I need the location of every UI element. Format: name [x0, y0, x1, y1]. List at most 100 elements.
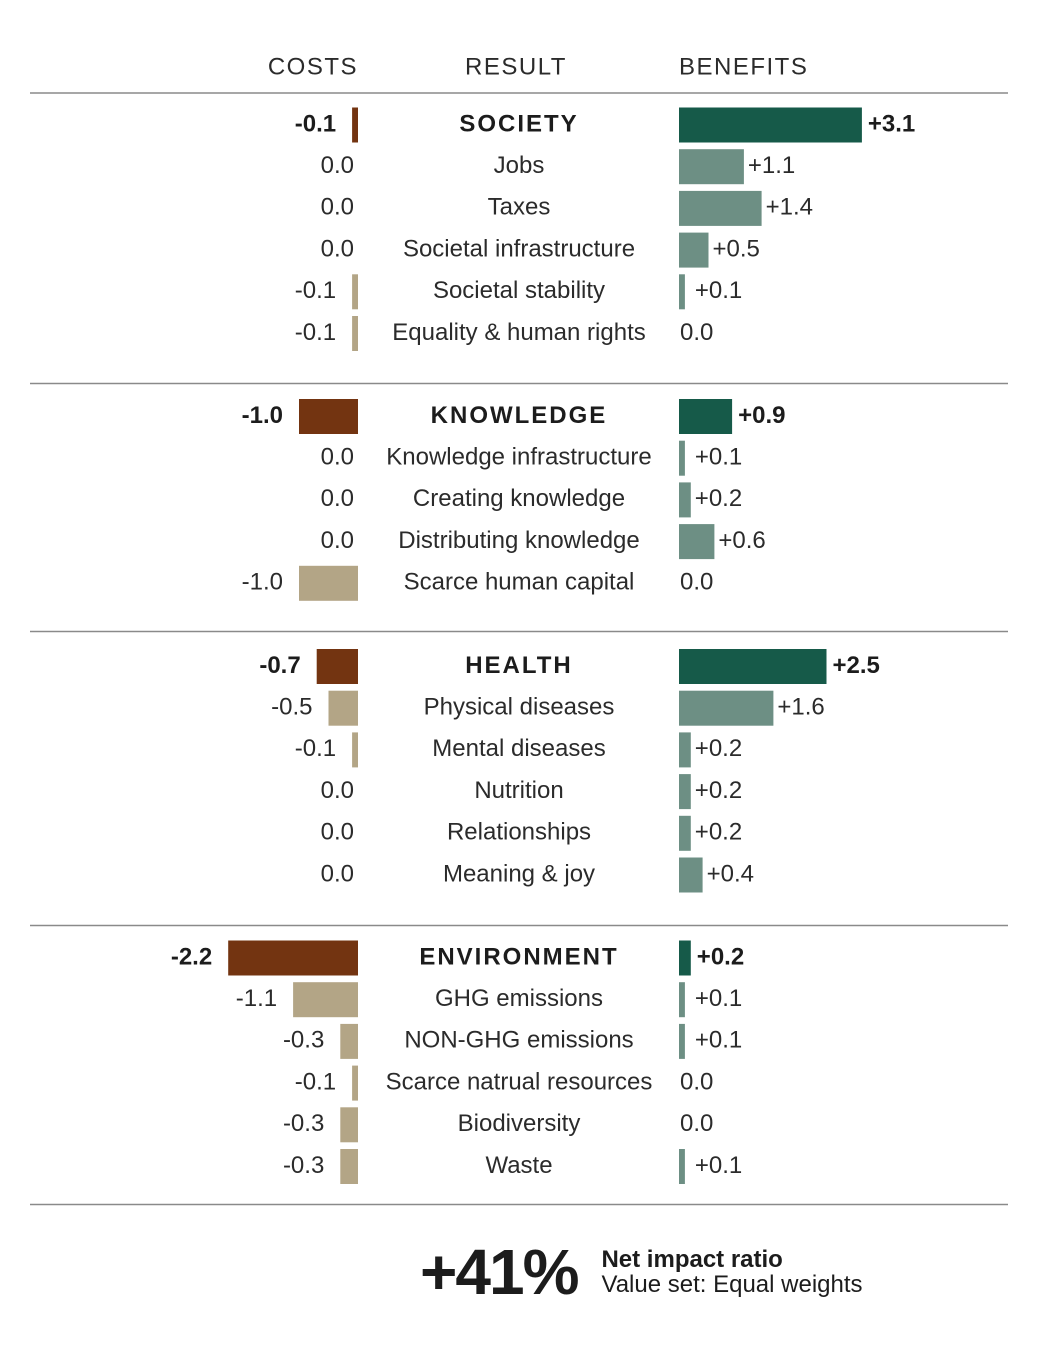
item-non-ghg-emissions-benefit-value: +0.1 — [695, 1027, 742, 1054]
item-knowledge-infrastructure-cost-value: 0.0 — [321, 444, 354, 471]
item-equality-human-rights-label: Equality & human rights — [392, 319, 645, 346]
item-jobs-label: Jobs — [494, 152, 545, 179]
item-physical-diseases-label: Physical diseases — [424, 694, 615, 721]
item-societal-infrastructure-benefit-value: +0.5 — [713, 235, 760, 262]
item-waste-benefit-value: +0.1 — [695, 1152, 742, 1179]
net-impact-summary: +41% Net impact ratio Value set: Equal w… — [420, 1240, 863, 1304]
category-health-cost-bar — [316, 649, 358, 684]
item-societal-stability-benefit-bar — [679, 274, 685, 310]
category-health-benefit-bar — [679, 649, 827, 684]
item-distributing-knowledge-label: Distributing knowledge — [398, 527, 639, 554]
category-health-label: HEALTH — [465, 652, 573, 679]
item-meaning-joy-benefit-bar — [679, 857, 703, 893]
category-knowledge-benefit-bar — [679, 399, 733, 434]
item-societal-stability-benefit-value: +0.1 — [695, 277, 742, 304]
category-knowledge-cost-value: -1.0 — [242, 402, 283, 429]
item-societal-infrastructure-benefit-bar — [679, 232, 709, 268]
header-costs: COSTS — [268, 53, 358, 80]
item-equality-human-rights-cost-value: -0.1 — [295, 319, 336, 346]
item-knowledge-infrastructure-benefit-bar — [679, 440, 685, 476]
item-meaning-joy-label: Meaning & joy — [443, 860, 595, 887]
item-waste-cost-bar — [340, 1149, 358, 1184]
category-environment-cost-bar — [228, 940, 358, 976]
category-society-label: SOCIETY — [459, 110, 578, 137]
item-knowledge-infrastructure-benefit-value: +0.1 — [695, 444, 742, 471]
item-scarce-human-capital-label: Scarce human capital — [404, 569, 635, 596]
item-creating-knowledge-label: Creating knowledge — [413, 485, 625, 512]
category-society-cost-value: -0.1 — [295, 110, 336, 137]
item-creating-knowledge-cost-value: 0.0 — [321, 485, 354, 512]
item-knowledge-infrastructure-label: Knowledge infrastructure — [386, 444, 651, 471]
item-creating-knowledge-benefit-bar — [679, 482, 691, 518]
item-ghg-emissions-label: GHG emissions — [435, 985, 603, 1012]
item-scarce-natrual-resources-cost-value: -0.1 — [295, 1068, 336, 1095]
item-biodiversity-cost-bar — [340, 1107, 358, 1143]
item-jobs-benefit-value: +1.1 — [748, 152, 795, 179]
category-environment-benefit-bar — [679, 940, 691, 976]
category-society-benefit-value: +3.1 — [868, 110, 915, 137]
item-biodiversity-benefit-value: 0.0 — [680, 1110, 713, 1137]
item-ghg-emissions-benefit-value: +0.1 — [695, 985, 742, 1012]
item-equality-human-rights-cost-bar — [352, 316, 358, 351]
header-result: RESULT — [465, 53, 567, 80]
item-nutrition-label: Nutrition — [474, 777, 563, 804]
item-distributing-knowledge-cost-value: 0.0 — [321, 527, 354, 554]
item-scarce-human-capital-cost-value: -1.0 — [242, 569, 283, 596]
category-environment-benefit-value: +0.2 — [697, 943, 744, 970]
net-impact-ratio-value: +41% — [420, 1236, 579, 1308]
category-society-cost-bar — [352, 107, 358, 143]
category-environment-cost-value: -2.2 — [171, 943, 212, 970]
item-relationships-benefit-bar — [679, 815, 691, 851]
item-taxes-label: Taxes — [488, 194, 551, 221]
item-non-ghg-emissions-cost-bar — [340, 1023, 358, 1059]
item-nutrition-benefit-value: +0.2 — [695, 777, 742, 804]
item-meaning-joy-cost-value: 0.0 — [321, 860, 354, 887]
item-mental-diseases-label: Mental diseases — [432, 735, 605, 762]
item-distributing-knowledge-benefit-value: +0.6 — [718, 527, 765, 554]
header-benefits: BENEFITS — [679, 53, 808, 80]
item-societal-stability-cost-value: -0.1 — [295, 277, 336, 304]
item-taxes-cost-value: 0.0 — [321, 194, 354, 221]
item-waste-cost-value: -0.3 — [283, 1152, 324, 1179]
item-societal-infrastructure-cost-value: 0.0 — [321, 235, 354, 262]
category-health-cost-value: -0.7 — [259, 652, 300, 679]
item-mental-diseases-cost-value: -0.1 — [295, 735, 336, 762]
category-knowledge-label: KNOWLEDGE — [431, 402, 608, 429]
item-waste-benefit-bar — [679, 1149, 685, 1184]
item-waste-label: Waste — [485, 1152, 552, 1179]
item-mental-diseases-benefit-bar — [679, 732, 691, 768]
item-ghg-emissions-benefit-bar — [679, 982, 685, 1018]
net-impact-caption: Net impact ratio Value set: Equal weight… — [601, 1247, 863, 1298]
item-physical-diseases-benefit-bar — [679, 690, 774, 726]
category-health-benefit-value: +2.5 — [833, 652, 880, 679]
item-physical-diseases-benefit-value: +1.6 — [777, 694, 824, 721]
item-physical-diseases-cost-value: -0.5 — [271, 694, 312, 721]
category-knowledge-benefit-value: +0.9 — [738, 402, 785, 429]
item-societal-stability-label: Societal stability — [433, 277, 605, 304]
item-scarce-natrual-resources-cost-bar — [352, 1065, 358, 1101]
item-relationships-label: Relationships — [447, 819, 591, 846]
value-set-label: Value set: Equal weights — [601, 1271, 863, 1298]
category-society-benefit-bar — [679, 107, 862, 143]
item-non-ghg-emissions-label: NON-GHG emissions — [404, 1027, 633, 1054]
item-creating-knowledge-benefit-value: +0.2 — [695, 485, 742, 512]
item-equality-human-rights-benefit-value: 0.0 — [680, 319, 713, 346]
item-physical-diseases-cost-bar — [328, 690, 358, 726]
item-relationships-cost-value: 0.0 — [321, 819, 354, 846]
category-environment-label: ENVIRONMENT — [419, 943, 618, 970]
item-ghg-emissions-cost-value: -1.1 — [236, 985, 277, 1012]
item-jobs-cost-value: 0.0 — [321, 152, 354, 179]
item-scarce-natrual-resources-benefit-value: 0.0 — [680, 1068, 713, 1095]
item-ghg-emissions-cost-bar — [293, 982, 358, 1018]
item-biodiversity-label: Biodiversity — [458, 1110, 581, 1137]
item-jobs-benefit-bar — [679, 149, 744, 185]
item-nutrition-benefit-bar — [679, 774, 691, 810]
item-nutrition-cost-value: 0.0 — [321, 777, 354, 804]
item-scarce-human-capital-benefit-value: 0.0 — [680, 569, 713, 596]
item-mental-diseases-benefit-value: +0.2 — [695, 735, 742, 762]
item-non-ghg-emissions-benefit-bar — [679, 1023, 685, 1059]
item-meaning-joy-benefit-value: +0.4 — [707, 860, 754, 887]
item-taxes-benefit-bar — [679, 190, 762, 226]
item-non-ghg-emissions-cost-value: -0.3 — [283, 1027, 324, 1054]
